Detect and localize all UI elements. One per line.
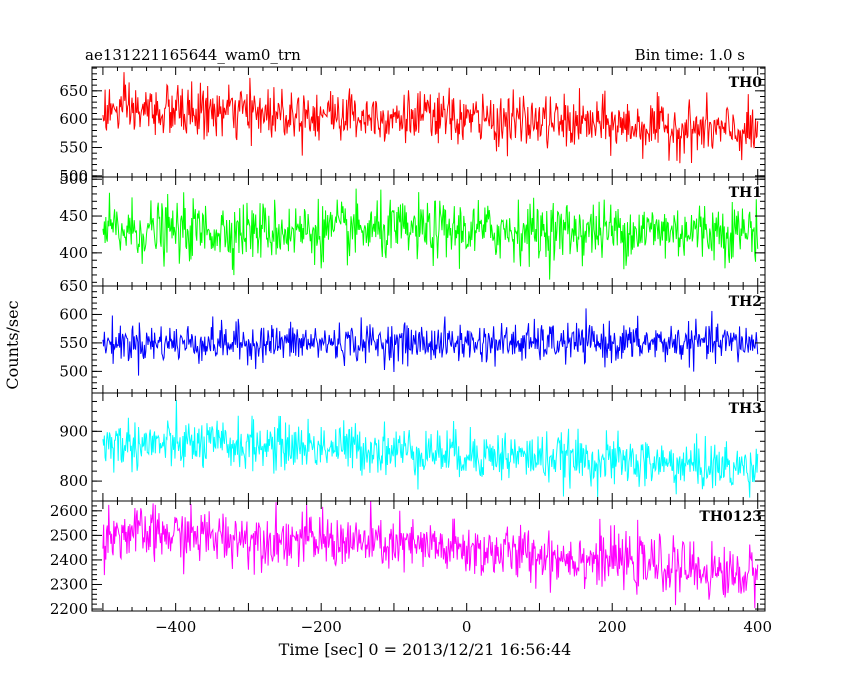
y-tick-label: 900 [59, 422, 88, 440]
panel-label-th0: TH0 [729, 75, 763, 91]
y-tick-label: 500 [59, 170, 88, 188]
y-axis-label: Counts/sec [3, 300, 22, 389]
x-tick-label: −200 [301, 618, 342, 636]
panel-frame [91, 500, 766, 612]
x-tick-label: 200 [598, 618, 627, 636]
panel-label-th3: TH3 [729, 401, 762, 417]
y-tick-label: 2400 [50, 551, 88, 569]
x-tick-label: −400 [155, 618, 196, 636]
y-tick-label: 550 [59, 139, 88, 157]
y-tick-label: 550 [59, 334, 88, 352]
y-tick-label: 2600 [50, 502, 88, 520]
y-tick-label: 800 [59, 472, 88, 490]
y-tick-label: 650 [59, 82, 88, 100]
y-tick-label: 600 [59, 110, 88, 128]
chart-title: ae131221165644_wam0_trn [85, 46, 301, 64]
panel-th3: 800 900 TH3 [59, 392, 766, 502]
panel-label-th0123: TH0123 [699, 509, 762, 525]
y-tick-label: 400 [59, 244, 88, 262]
x-tick-label: 0 [462, 618, 472, 636]
panel-label-th1: TH1 [729, 185, 762, 201]
bin-time-label: Bin time: 1.0 s [635, 46, 745, 64]
y-tick-label: 500 [59, 362, 88, 380]
y-tick-label: 600 [59, 305, 88, 323]
y-tick-label: 2500 [50, 526, 88, 544]
y-tick-label: 2200 [50, 600, 88, 618]
x-axis-label: Time [sec] 0 = 2013/12/21 16:56:44 [279, 640, 572, 659]
y-tick-label: 2300 [50, 575, 88, 593]
series-th1 [102, 188, 759, 280]
series-th0 [102, 72, 759, 164]
x-tick-label: 400 [743, 618, 772, 636]
series-th3 [102, 400, 759, 498]
panel-label-th2: TH2 [729, 294, 762, 310]
series-th0123 [102, 501, 759, 609]
series-th2 [102, 308, 759, 376]
panel-th0: 500 550 600 650 TH0 [59, 66, 766, 185]
y-tick-label: 450 [59, 207, 88, 225]
panel-th1: 400 450 500 TH1 [59, 170, 766, 287]
y-tick-label: 500 [59, 167, 88, 185]
panel-th2: 500 550 600 650 TH2 [59, 277, 766, 394]
y-tick-label: 650 [59, 277, 88, 295]
x-axis: −400 −200 0 200 400 [155, 618, 772, 636]
panel-th0123: 2200 2300 2400 2500 2600 TH0123 [50, 500, 766, 618]
